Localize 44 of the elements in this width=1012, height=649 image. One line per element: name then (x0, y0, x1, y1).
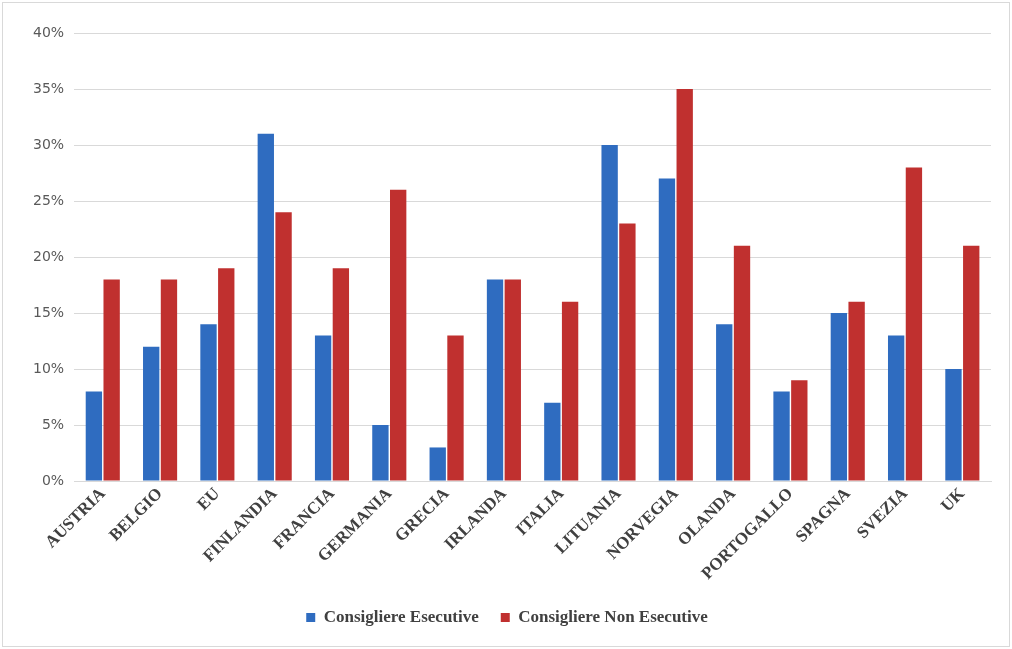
bar (544, 402, 561, 481)
bar (561, 301, 579, 481)
legend-label: Consigliere Non Esecutive (518, 606, 709, 626)
bar (486, 279, 504, 481)
y-tick-label: 40% (32, 23, 65, 40)
bar (160, 279, 178, 481)
bar (733, 245, 751, 481)
bar (143, 346, 160, 481)
bar (257, 133, 274, 481)
bar (85, 391, 103, 481)
bar (963, 245, 980, 481)
bar (773, 391, 790, 481)
bar (619, 223, 636, 481)
bar (447, 335, 464, 481)
bar (830, 313, 848, 481)
y-tick-label: 5% (41, 415, 65, 432)
bar (504, 279, 521, 481)
y-tick-label: 30% (32, 135, 65, 152)
bar (848, 301, 865, 481)
bar (887, 335, 905, 481)
bar (103, 279, 120, 481)
bar (676, 89, 693, 481)
bar (945, 369, 962, 481)
bar (275, 212, 292, 481)
x-tick-label: UK (936, 483, 969, 516)
bar (791, 380, 808, 481)
y-tick-label: 25% (32, 191, 65, 208)
y-tick-label: 0% (41, 471, 65, 488)
legend-label: Consigliere Esecutive (323, 606, 480, 626)
bar (332, 268, 350, 481)
bar (716, 324, 733, 481)
bar (218, 268, 235, 481)
bar (905, 167, 923, 481)
y-tick-label: 15% (32, 303, 65, 320)
bar (658, 178, 676, 481)
bar (372, 425, 389, 481)
bar (390, 189, 407, 481)
bar (601, 145, 618, 481)
y-tick-label: 20% (32, 247, 65, 264)
bar (314, 335, 332, 481)
y-tick-label: 35% (32, 79, 65, 96)
bar (200, 324, 217, 481)
y-tick-label: 10% (32, 359, 65, 376)
bar (429, 447, 446, 481)
